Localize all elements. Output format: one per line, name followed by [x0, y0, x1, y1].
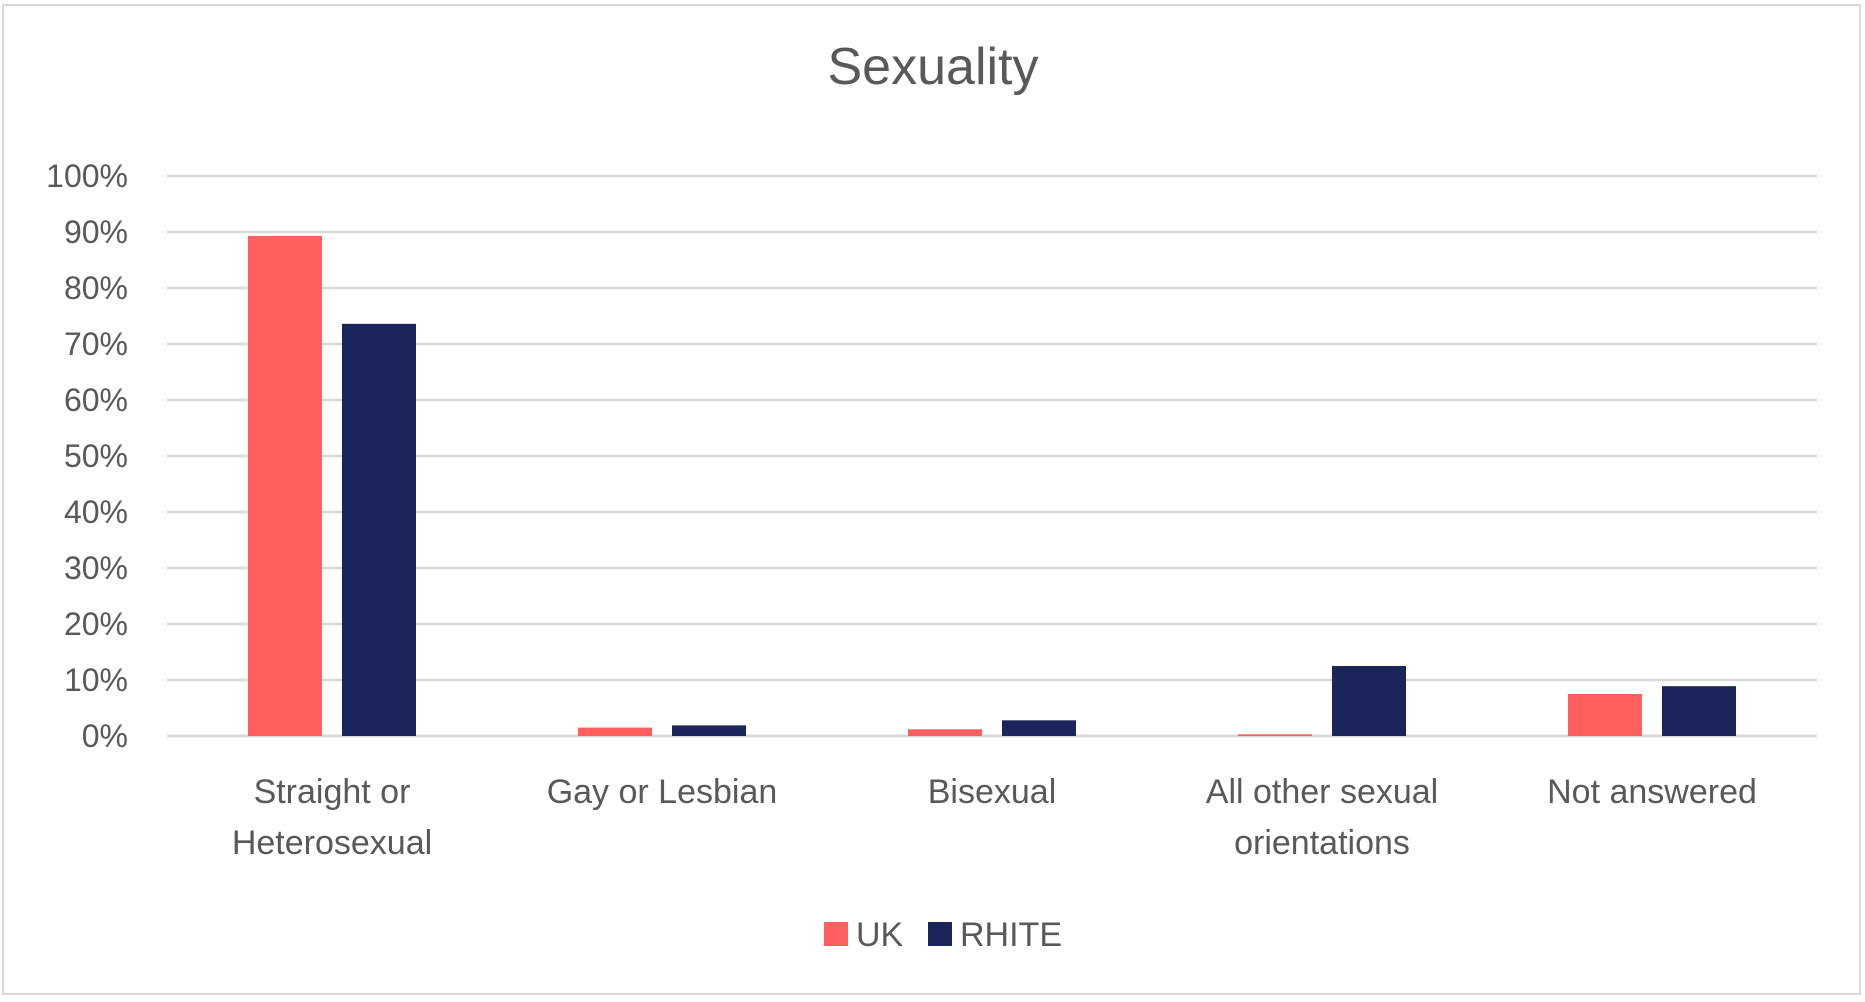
x-tick-label: Gay or Lesbian	[547, 773, 778, 811]
legend-swatch-uk	[824, 922, 848, 946]
legend-label-rhite: RHITE	[960, 916, 1062, 954]
y-tick-label: 20%	[64, 606, 128, 642]
bar-uk-4	[1568, 694, 1642, 736]
y-tick-label: 100%	[46, 158, 128, 194]
x-tick-label: orientations	[1234, 824, 1410, 862]
bar-rhite-3	[1332, 666, 1406, 736]
y-tick-label: 30%	[64, 550, 128, 586]
x-tick-label: Heterosexual	[232, 824, 432, 862]
chart-svg: Sexuality 0% 10% 20% 30% 40% 50% 60% 70% 80% 90% 1…	[46, 38, 1817, 954]
bar-rhite-2	[1002, 720, 1076, 736]
bar-rhite-4	[1662, 686, 1736, 736]
y-tick-label: 40%	[64, 494, 128, 530]
bar-uk-1	[578, 727, 652, 736]
gridlines	[167, 174, 1817, 738]
bar-rhite-1	[672, 725, 746, 736]
y-tick-label: 90%	[64, 214, 128, 250]
legend-label-uk: UK	[856, 916, 904, 954]
bar-uk-3	[1238, 734, 1312, 736]
chart-title: Sexuality	[828, 38, 1039, 96]
bar-uk-0	[248, 235, 322, 737]
y-tick-label: 80%	[64, 270, 128, 306]
legend-swatch-rhite	[928, 922, 952, 946]
y-axis-ticks: 0% 10% 20% 30% 40% 50% 60% 70% 80% 90% 100%	[46, 158, 128, 754]
x-tick-label: Bisexual	[928, 773, 1057, 811]
bars	[248, 235, 1736, 737]
x-tick-label: Not answered	[1547, 773, 1757, 811]
x-axis-labels: Straight or Heterosexual Gay or Lesbian Bis…	[232, 773, 1757, 862]
bar-rhite-0	[342, 323, 416, 736]
legend: UK RHITE	[824, 916, 1062, 954]
y-tick-label: 60%	[64, 382, 128, 418]
y-tick-label: 70%	[64, 326, 128, 362]
bar-uk-2	[908, 729, 982, 736]
y-tick-label: 10%	[64, 662, 128, 698]
x-tick-label: All other sexual	[1206, 773, 1438, 811]
y-tick-label: 50%	[64, 438, 128, 474]
x-tick-label: Straight or	[254, 773, 411, 811]
y-tick-label: 0%	[82, 718, 128, 754]
chart-frame: Sexuality 0% 10% 20% 30% 40% 50% 60% 70% 80% 90% 1…	[2, 4, 1861, 995]
